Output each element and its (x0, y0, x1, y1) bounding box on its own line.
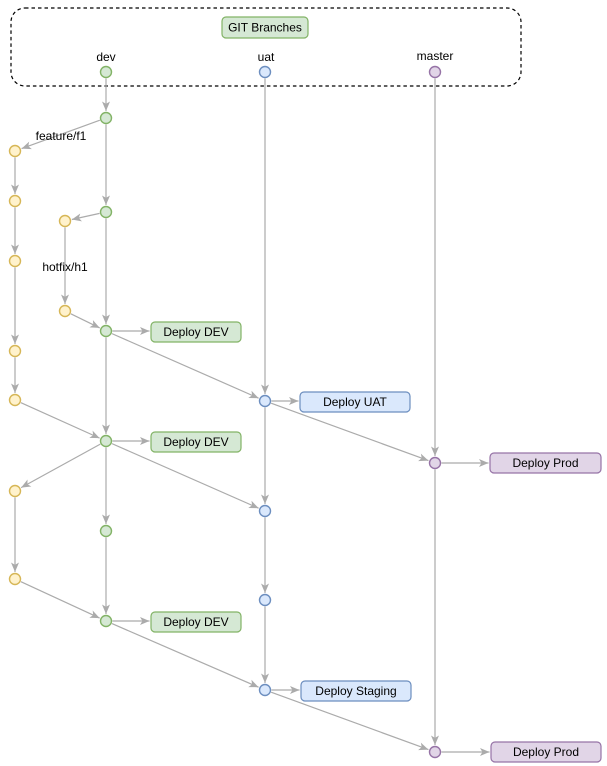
commit-node-master-1 (428, 456, 442, 470)
nodes-layer (8, 65, 442, 759)
commit-node-feature-1 (8, 144, 22, 158)
diagram-title-box (221, 16, 309, 39)
commit-node-uat-0 (258, 65, 272, 79)
deploy-staging-label: Deploy Staging (315, 684, 396, 698)
commit-node-dev-1 (99, 111, 113, 125)
branch-annotation-hotfix-h1: hotfix/h1 (42, 260, 88, 274)
deploy-uat-box (299, 391, 411, 413)
commit-node-dev-4 (99, 434, 113, 448)
commit-node-feature-6 (8, 484, 22, 498)
commit-node-master-0 (428, 65, 442, 79)
labels-layer: Deploy DEV Deploy UAT Deploy DEV Deploy Pro… (36, 16, 602, 763)
edge-feature-7-to-dev-6 (20, 581, 100, 619)
commit-node-uat-1 (258, 394, 272, 408)
commit-node-feature-7 (8, 572, 22, 586)
deploy-dev-1-label: Deploy DEV (163, 325, 228, 339)
deploy-dev-1-box (150, 321, 242, 343)
branches-container-box (10, 7, 522, 87)
commit-node-uat-2 (258, 504, 272, 518)
deploy-prod-1-box (489, 452, 602, 474)
deploy-staging-box (300, 680, 412, 702)
edge-uat-4-to-master-2 (270, 691, 429, 751)
deploy-prod-1-label: Deploy Prod (512, 456, 578, 470)
edge-dev-4-to-feature-6 (20, 443, 101, 489)
commit-node-hotfix-1 (58, 214, 72, 228)
deploy-prod-2-box (490, 741, 602, 763)
deploy-dev-3-label: Deploy DEV (163, 615, 228, 629)
commit-node-dev-2 (99, 205, 113, 219)
deploy-uat-label: Deploy UAT (323, 395, 387, 409)
branch-header-master: master (417, 49, 454, 63)
edge-hotfix-2-to-dev-3 (70, 313, 100, 329)
commit-node-feature-5 (8, 393, 22, 407)
commit-node-hotfix-2 (58, 304, 72, 318)
deploy-dev-2-box (150, 431, 242, 453)
edge-dev-2-to-hotfix-1 (71, 212, 100, 222)
commit-node-uat-4 (258, 683, 272, 697)
edge-dev-6-to-uat-4 (111, 623, 259, 688)
commit-node-dev-5 (99, 524, 113, 538)
branch-annotation-feature-f1: feature/f1 (36, 129, 87, 143)
edge-dev-4-to-uat-2 (111, 443, 259, 509)
commit-node-master-2 (428, 745, 442, 759)
edge-dev-1-to-feature-1 (21, 119, 101, 150)
edge-feature-5-to-dev-4 (20, 402, 100, 439)
commit-node-dev-0 (99, 65, 113, 79)
branch-header-uat: uat (258, 50, 275, 64)
deploy-dev-2-label: Deploy DEV (163, 435, 228, 449)
commit-node-feature-4 (8, 344, 22, 358)
commit-node-uat-3 (258, 593, 272, 607)
commit-node-dev-3 (99, 324, 113, 338)
commit-node-dev-6 (99, 614, 113, 628)
edges-layer (11, 78, 490, 756)
edge-dev-3-to-uat-1 (111, 333, 259, 399)
edge-uat-1-to-master-1 (270, 402, 429, 462)
deploy-dev-3-box (150, 611, 242, 633)
deploy-prod-2-label: Deploy Prod (513, 745, 579, 759)
diagram-title-label: GIT Branches (228, 21, 302, 35)
commit-node-feature-2 (8, 194, 22, 208)
commit-node-feature-3 (8, 254, 22, 268)
branch-header-dev: dev (96, 50, 115, 64)
